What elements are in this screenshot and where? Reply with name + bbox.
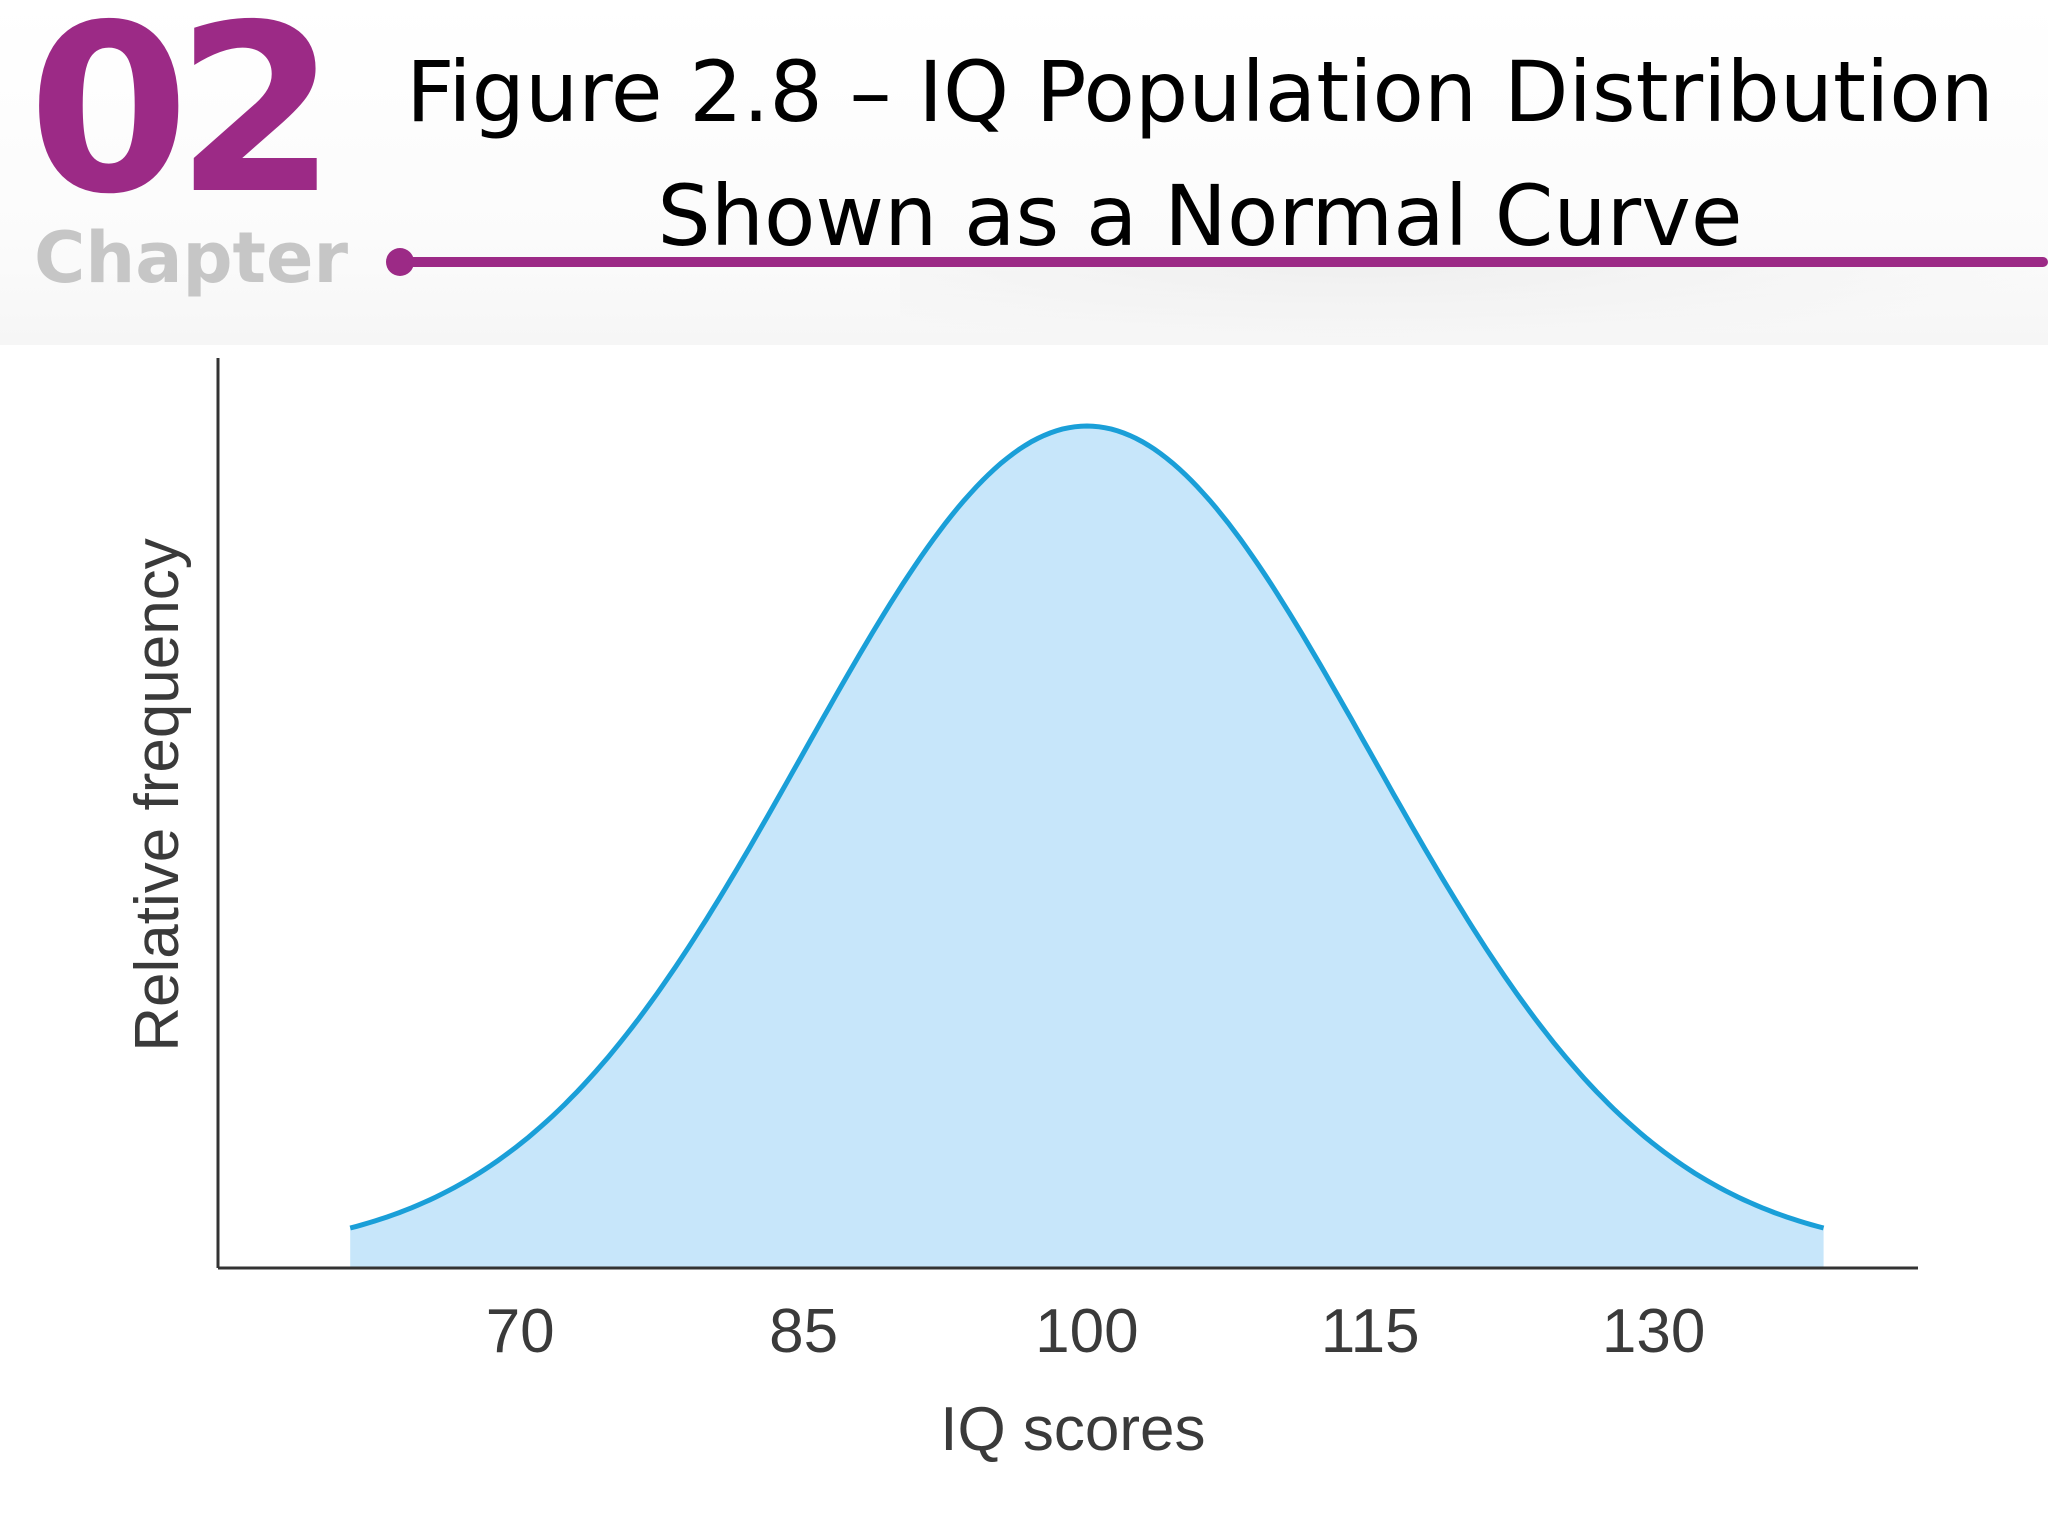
chapter-number: 02 <box>28 0 337 245</box>
y-axis-label: Relative frequency <box>123 538 192 1052</box>
slide-title-line-2: Shown as a Normal Curve <box>657 167 1743 265</box>
x-tick-label: 130 <box>1602 1297 1705 1366</box>
header-swoosh <box>900 265 2048 345</box>
x-tick-label: 70 <box>486 1297 555 1366</box>
x-tick-label: 85 <box>769 1297 838 1366</box>
slide-title: Figure 2.8 – IQ Population Distribution … <box>380 30 2020 278</box>
x-axis-label: IQ scores <box>940 1395 1205 1464</box>
slide-title-line-1: Figure 2.8 – IQ Population Distribution <box>406 43 1994 141</box>
title-rule <box>408 257 2048 267</box>
curve-line <box>349 423 1825 1231</box>
chapter-label: Chapter <box>34 217 349 299</box>
x-tick-labels: 70 85 100 115 130 <box>486 1297 1706 1366</box>
x-tick-label: 100 <box>1035 1297 1138 1366</box>
curve-area-fill <box>350 426 1824 1268</box>
x-tick-label: 115 <box>1321 1297 1420 1366</box>
